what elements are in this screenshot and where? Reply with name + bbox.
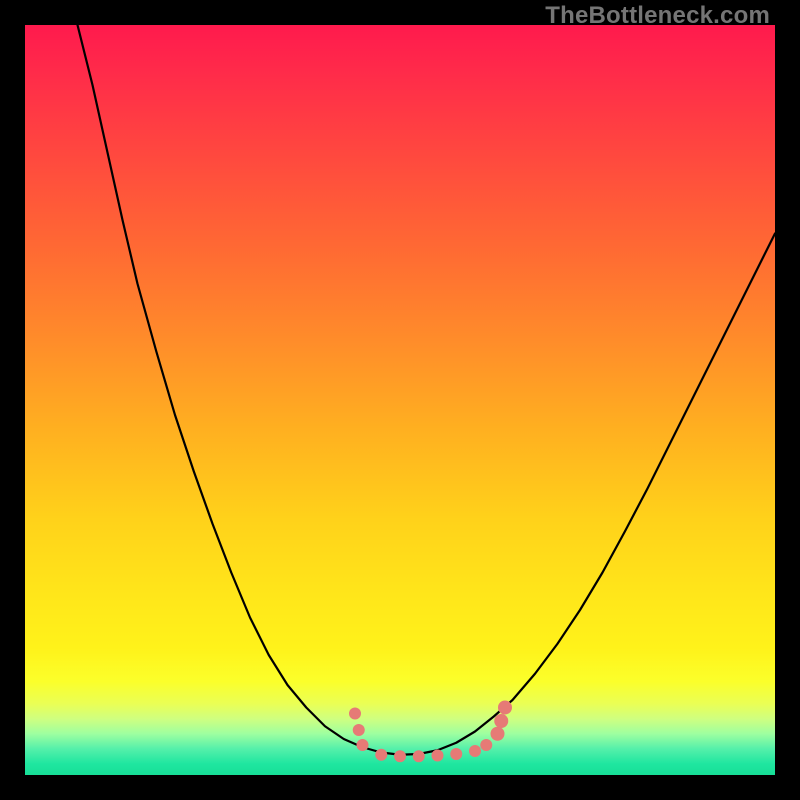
chart-frame: TheBottleneck.com [0, 0, 800, 800]
data-marker [394, 750, 406, 762]
curve-layer [25, 25, 775, 775]
data-marker [375, 749, 387, 761]
data-marker [357, 739, 369, 751]
data-marker [349, 708, 361, 720]
data-marker [498, 701, 512, 715]
bottleneck-curve [78, 25, 776, 755]
data-marker [432, 750, 444, 762]
watermark-text: TheBottleneck.com [545, 2, 770, 30]
data-marker [450, 748, 462, 760]
data-marker [494, 714, 508, 728]
data-marker [353, 724, 365, 736]
data-marker [469, 745, 481, 757]
data-marker [413, 750, 425, 762]
plot-area [25, 25, 775, 775]
marker-group [349, 701, 512, 763]
data-marker [480, 739, 492, 751]
data-marker [491, 727, 505, 741]
